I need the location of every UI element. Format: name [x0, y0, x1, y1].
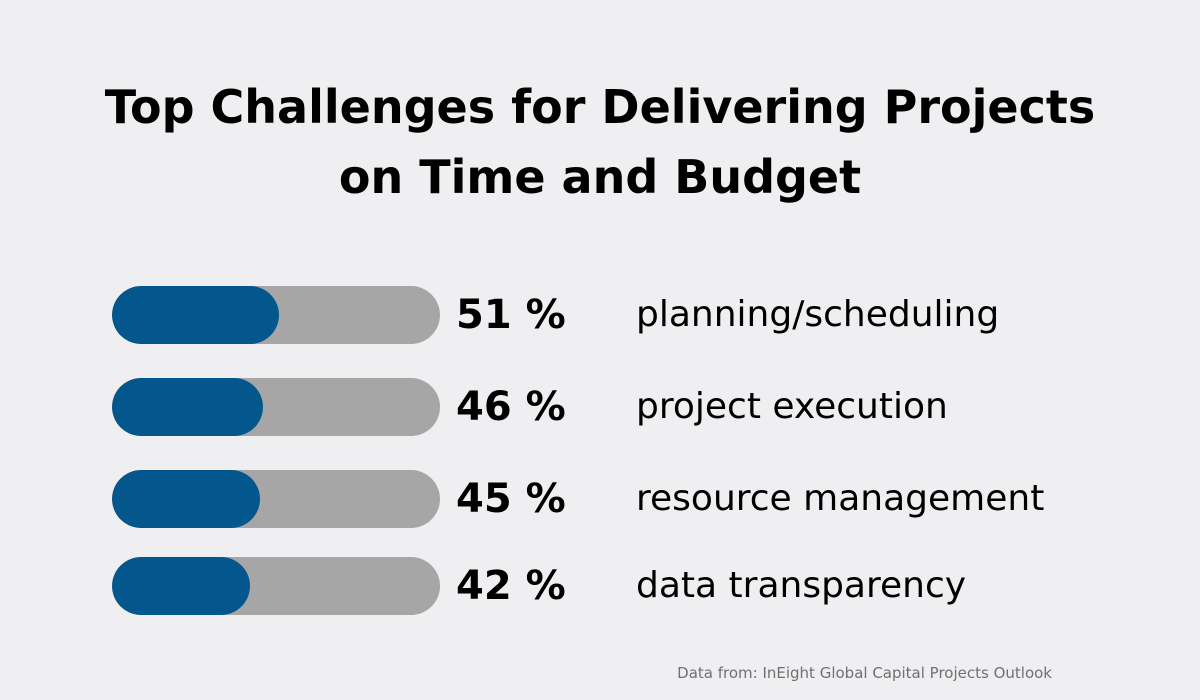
bar-row-data-transparency: 42 % data transparency — [0, 557, 1200, 615]
bar-value-label: 45 % — [456, 476, 566, 522]
bar-category-label: planning/scheduling — [636, 294, 1000, 335]
chart-title-line-2: on Time and Budget — [338, 150, 862, 204]
bar-value-label: 46 % — [456, 384, 566, 430]
chart-title: Top Challenges for Delivering Projects o… — [0, 72, 1200, 212]
bar-track — [112, 470, 440, 528]
bar-row-planning-scheduling: 51 % planning/scheduling — [0, 286, 1200, 344]
bar-fill — [112, 286, 279, 344]
data-source-note: Data from: InEight Global Capital Projec… — [677, 664, 1052, 682]
bar-row-project-execution: 46 % project execution — [0, 378, 1200, 436]
bar-track — [112, 557, 440, 615]
bar-category-label: resource management — [636, 478, 1045, 519]
bar-value-label: 51 % — [456, 292, 566, 338]
bar-row-resource-management: 45 % resource management — [0, 470, 1200, 528]
bar-fill — [112, 470, 260, 528]
bar-category-label: data transparency — [636, 565, 967, 606]
bar-fill — [112, 557, 250, 615]
bar-category-label: project execution — [636, 386, 948, 427]
bar-fill — [112, 378, 263, 436]
bar-track — [112, 286, 440, 344]
bar-track — [112, 378, 440, 436]
chart-title-line-1: Top Challenges for Delivering Projects — [104, 80, 1096, 134]
bar-value-label: 42 % — [456, 563, 566, 609]
